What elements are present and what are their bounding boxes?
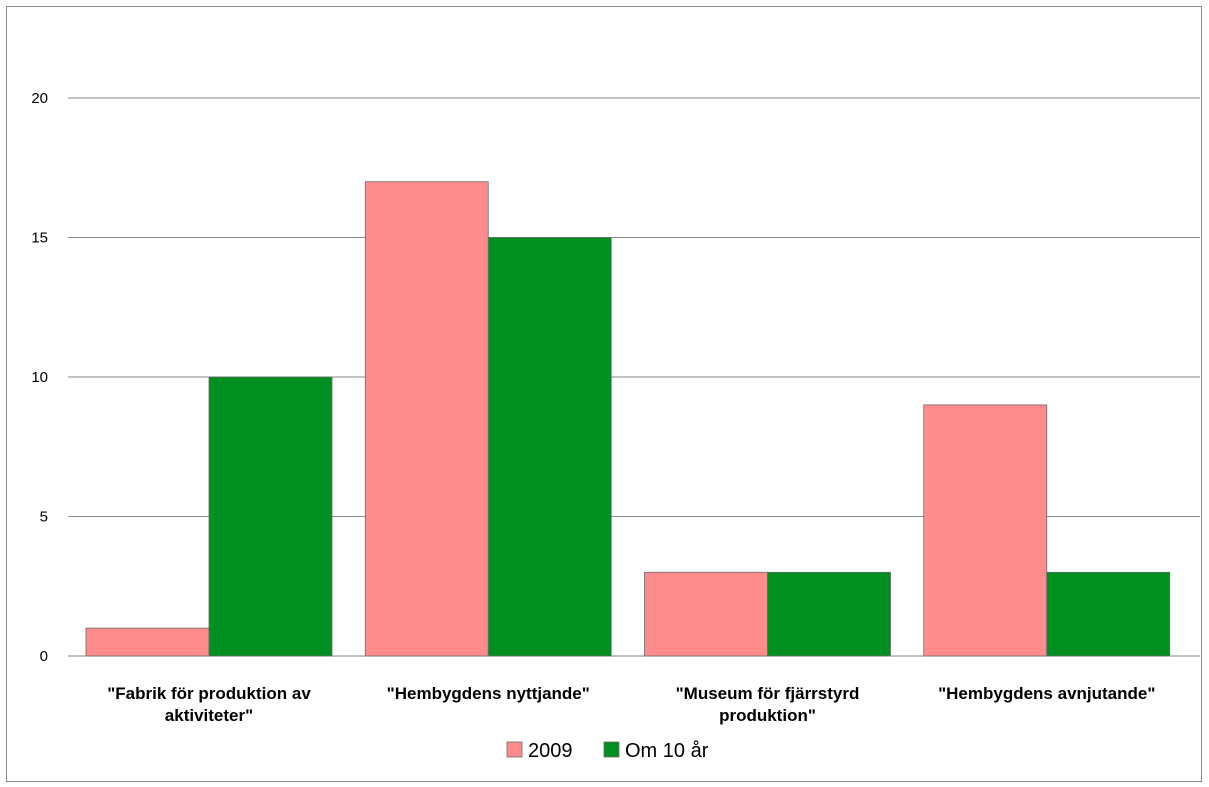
- y-tick-label-15: 15: [31, 230, 48, 247]
- bar-2009-3: [644, 571, 768, 657]
- x-category-label-line: "Hembygdens nyttjande": [387, 684, 590, 703]
- bar-om-10-år-3: [767, 571, 891, 657]
- x-category-label-4: "Hembygdens avnjutande": [938, 684, 1155, 703]
- x-category-label-3: "Museum för fjärrstyrd produktion": [676, 684, 860, 725]
- bar-om-10-år-4: [1046, 571, 1171, 657]
- legend-swatch-2: [603, 741, 620, 758]
- bar-2009-2: [364, 181, 489, 657]
- legend-label-2: Om 10 år: [625, 740, 709, 762]
- x-category-label-line: aktiviteter": [165, 706, 253, 725]
- y-tick-label-20: 20: [31, 90, 48, 107]
- x-category-label-line: "Museum för fjärrstyrd: [676, 684, 860, 703]
- bar-om-10-år-2: [487, 237, 612, 657]
- legend-label-1: 2009: [528, 740, 573, 762]
- bar-2009-1: [85, 627, 210, 657]
- legend-swatch-1: [506, 741, 523, 758]
- x-category-label-line: "Hembygdens avnjutande": [938, 684, 1155, 703]
- x-category-label-line: produktion": [719, 706, 816, 725]
- x-category-label-line: "Fabrik för produktion av: [107, 684, 311, 703]
- y-tick-label-5: 5: [40, 509, 48, 526]
- bar-2009-4: [923, 404, 1048, 657]
- y-tick-label-0: 0: [40, 648, 48, 665]
- y-tick-label-10: 10: [31, 369, 48, 386]
- x-category-label-1: "Fabrik för produktion av aktiviteter": [107, 684, 311, 725]
- x-category-label-2: "Hembygdens nyttjande": [387, 684, 590, 703]
- bar-om-10-år-1: [208, 376, 333, 657]
